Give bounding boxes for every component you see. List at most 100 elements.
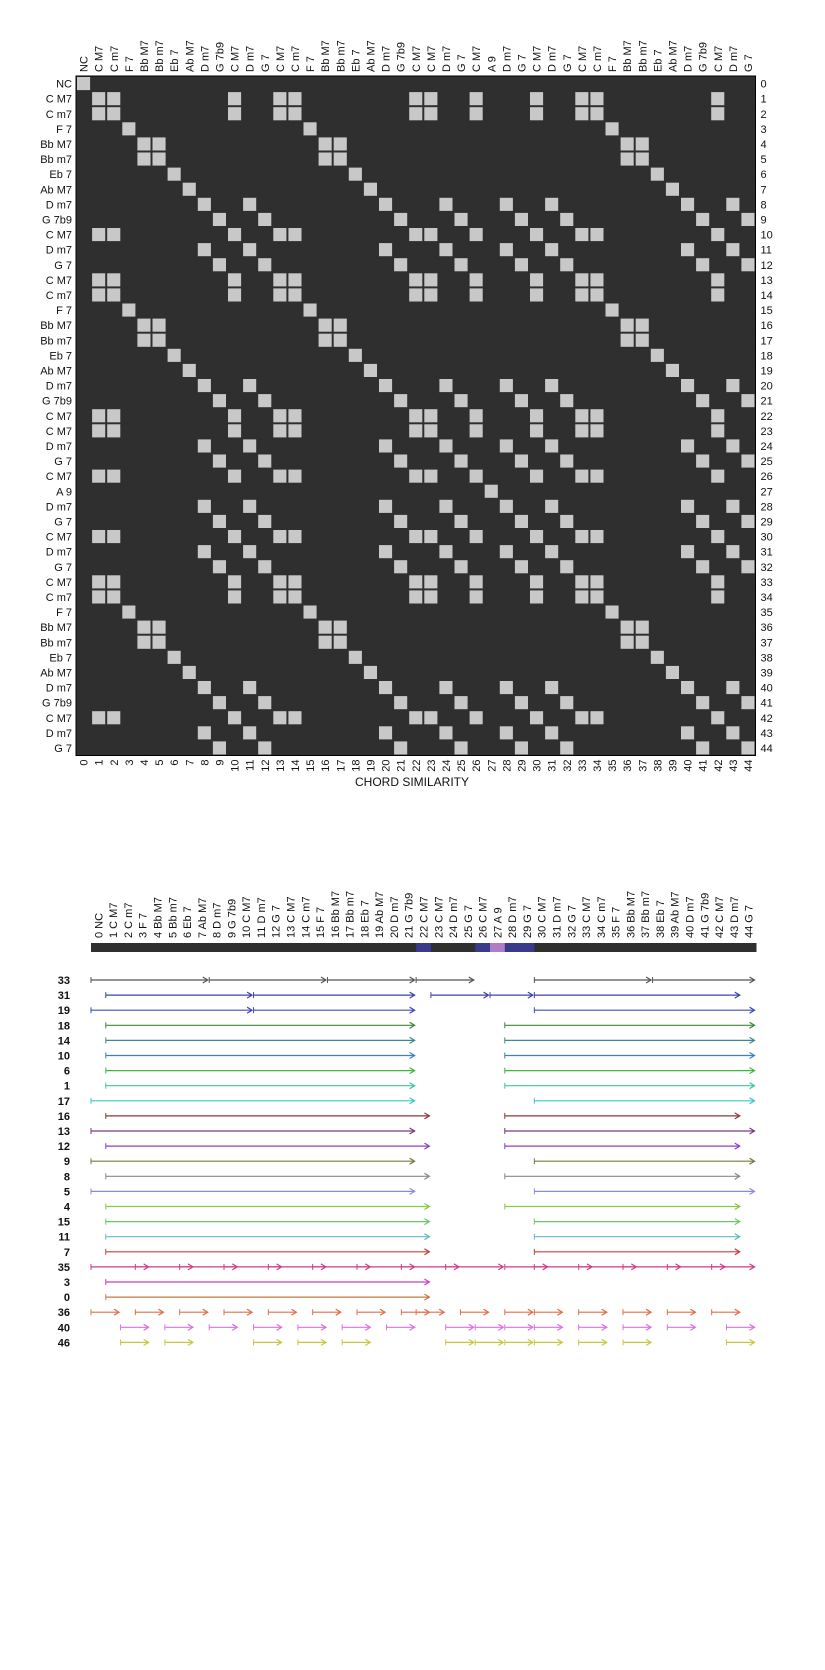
matrix-cell [273,137,287,151]
matrix-cell [499,605,513,619]
matrix-cell [363,590,377,604]
matrix-cell [454,590,468,604]
segment-bar-cell [224,943,240,952]
matrix-cell [424,530,438,544]
matrix-cell [394,484,408,498]
matrix-cell [469,92,483,106]
matrix-cell [514,394,528,408]
matrix-cell [499,92,513,106]
matrix-cell [696,182,710,196]
matrix-cell [122,394,136,408]
arc-row-label: 1 [64,1081,70,1093]
matrix-cell [620,288,634,302]
matrix-cell [726,288,740,302]
matrix-cell [514,590,528,604]
matrix-cell [228,167,242,181]
matrix-cell [122,424,136,438]
matrix-cell [696,167,710,181]
matrix-cell [288,348,302,362]
matrix-cell [605,394,619,408]
matrix-cell [92,228,106,242]
arc-row: 7 [64,1247,741,1259]
matrix-cell [454,243,468,257]
segment-bar-cell [120,943,136,952]
matrix-cell [363,424,377,438]
matrix-cell [454,92,468,106]
matrix-cell [379,514,393,528]
matrix-cell [469,77,483,91]
matrix-cell [530,107,544,121]
matrix-col-index: 1 [94,760,106,766]
matrix-cell [499,454,513,468]
matrix-cell [363,409,377,423]
matrix-cell [318,122,332,136]
matrix-cell [514,77,528,91]
matrix-cell [454,182,468,196]
matrix-cell [258,363,272,377]
matrix-cell [182,288,196,302]
matrix-cell [711,348,725,362]
matrix-cell [122,318,136,332]
matrix-cell [484,530,498,544]
matrix-cell [665,197,679,211]
matrix-cell [439,197,453,211]
matrix-cell [258,454,272,468]
matrix-cell [575,243,589,257]
matrix-cell [228,394,242,408]
matrix-cell [122,635,136,649]
matrix-cell [243,243,257,257]
segment-bar-cell [386,943,402,952]
matrix-cell [197,303,211,317]
matrix-cell [137,650,151,664]
matrix-cell [182,394,196,408]
matrix-cell [348,258,362,272]
segment-bar-cell [549,943,565,952]
matrix-cell [711,620,725,634]
matrix-cell [711,107,725,121]
segment-bar-cell [608,943,624,952]
matrix-cell [635,560,649,574]
matrix-row-label: F 7 [56,305,72,317]
matrix-cell [273,258,287,272]
matrix-cell [348,439,362,453]
matrix-row-label: C m7 [46,592,72,604]
matrix-cell [484,333,498,347]
matrix-cell [560,318,574,332]
matrix-cell [273,288,287,302]
matrix-cell [288,530,302,544]
matrix-cell [439,379,453,393]
arc-row: 10 [58,1051,756,1063]
matrix-cell [560,379,574,393]
matrix-cell [288,394,302,408]
arc-row: 12 [58,1141,741,1153]
matrix-cell [635,167,649,181]
matrix-cell [545,635,559,649]
matrix-cell [92,348,106,362]
segment-bar-cell [253,943,269,952]
matrix-cell [575,560,589,574]
matrix-cell [469,469,483,483]
matrix-cell [650,530,664,544]
matrix-cell [665,409,679,423]
matrix-cell [681,650,695,664]
matrix-cell [182,167,196,181]
matrix-cell [243,333,257,347]
matrix-cell [107,560,121,574]
matrix-cell [484,77,498,91]
matrix-cell [560,137,574,151]
matrix-cell [303,363,317,377]
matrix-cell [167,484,181,498]
matrix-cell [635,107,649,121]
matrix-cell [333,439,347,453]
matrix-cell [514,409,528,423]
matrix-cell [514,469,528,483]
matrix-cell [273,212,287,226]
matrix-cell [92,499,106,513]
matrix-cell [212,137,226,151]
matrix-cell [545,77,559,91]
matrix-cell [348,575,362,589]
matrix-cell [77,665,91,679]
matrix-cell [560,590,574,604]
matrix-cell [303,348,317,362]
matrix-cell [137,379,151,393]
